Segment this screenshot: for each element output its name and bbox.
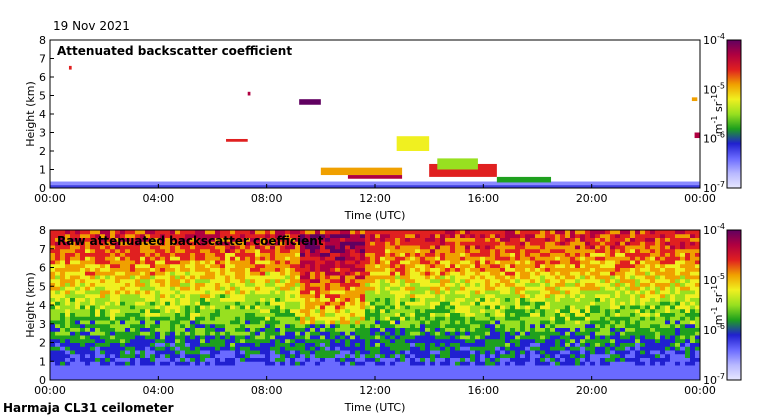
y-tick-label: 6 [39, 71, 46, 84]
x-axis-label: Time (UTC) [344, 401, 406, 414]
colorbar [726, 39, 742, 189]
x-tick-label: 00:00 [34, 192, 66, 205]
chart-panel-2: Raw attenuated backscatter coefficient00… [24, 222, 742, 414]
instrument-label: Harmaja CL31 ceilometer [3, 401, 174, 415]
x-tick-label: 12:00 [359, 384, 391, 397]
colorbar-tick-label: 10-7 [703, 180, 725, 195]
colorbar-tick-label: 10-7 [703, 372, 725, 387]
cloud-feature [299, 99, 321, 105]
plot-background [50, 40, 700, 188]
colorbar-tick-exponent: -7 [717, 372, 725, 381]
y-tick-label: 4 [39, 108, 46, 121]
cloud-feature [226, 138, 248, 142]
y-tick-label: 3 [39, 127, 46, 140]
y-tick-label: 7 [39, 243, 46, 256]
cloud-feature [68, 65, 72, 70]
colorbar-tick-label: 10-4 [703, 222, 725, 237]
colorbar-label-part: -1 [710, 116, 719, 124]
panel-title: Raw attenuated backscatter coefficient [57, 234, 324, 248]
colorbar-tick-exponent: -4 [717, 222, 725, 231]
colorbar-label-part: m [712, 124, 725, 135]
colorbar-tick-exponent: -5 [717, 272, 725, 281]
colorbar-label-part: sr [712, 292, 725, 306]
y-tick-label: 0 [39, 182, 46, 195]
colorbar [726, 229, 742, 381]
y-tick-label: 6 [39, 262, 46, 275]
y-tick-label: 7 [39, 53, 46, 66]
x-axis-label: Time (UTC) [344, 209, 406, 222]
x-tick-label: 00:00 [684, 192, 716, 205]
y-tick-label: 8 [39, 34, 46, 47]
cloud-feature [396, 136, 430, 151]
backscatter-field [50, 230, 700, 380]
colorbar-label-part: -1 [710, 285, 719, 293]
y-tick-label: 5 [39, 90, 46, 103]
colorbar-label-part: sr [712, 101, 725, 115]
cloud-feature [496, 176, 552, 183]
x-tick-label: 00:00 [34, 384, 66, 397]
x-tick-label: 16:00 [467, 192, 499, 205]
x-tick-label: 20:00 [576, 384, 608, 397]
y-tick-label: 3 [39, 318, 46, 331]
x-tick-label: 20:00 [576, 192, 608, 205]
colorbar-label-part: -1 [710, 94, 719, 102]
panel-title: Attenuated backscatter coefficient [57, 44, 292, 58]
colorbar-tick-exponent: -6 [717, 131, 725, 140]
colorbar-label-part: m [712, 315, 725, 326]
colorbar-tick-exponent: -6 [717, 322, 725, 331]
x-tick-label: 08:00 [251, 384, 283, 397]
cloud-feature [320, 167, 403, 176]
x-tick-label: 08:00 [251, 192, 283, 205]
x-tick-label: 04:00 [142, 192, 174, 205]
y-axis-label: Height (km) [24, 272, 37, 338]
colorbar-label: m-1 sr-1 [710, 285, 725, 325]
y-tick-label: 0 [39, 374, 46, 387]
x-tick-label: 12:00 [359, 192, 391, 205]
colorbar-tick-exponent: -4 [717, 32, 725, 41]
y-tick-label: 2 [39, 145, 46, 158]
colorbar-label-part: -1 [710, 307, 719, 315]
cloud-feature [437, 158, 478, 170]
cloud-feature [694, 132, 700, 139]
backscatter-field [50, 40, 700, 188]
colorbar-label: m-1 sr-1 [710, 94, 725, 134]
y-tick-label: 4 [39, 299, 46, 312]
y-tick-label: 1 [39, 164, 46, 177]
cloud-feature [691, 97, 698, 102]
colorbar-tick-exponent: -5 [717, 81, 725, 90]
x-tick-label: 16:00 [467, 384, 499, 397]
y-tick-label: 1 [39, 355, 46, 368]
y-tick-label: 8 [39, 224, 46, 237]
colorbar-tick-label: 10-5 [703, 272, 725, 287]
colorbar-tick-exponent: -7 [717, 180, 725, 189]
y-tick-label: 2 [39, 337, 46, 350]
y-axis-label: Height (km) [24, 81, 37, 147]
x-tick-label: 04:00 [142, 384, 174, 397]
y-tick-label: 5 [39, 280, 46, 293]
plot-date: 19 Nov 2021 [53, 19, 130, 33]
colorbar-tick-label: 10-4 [703, 32, 725, 47]
cloud-feature [247, 91, 251, 96]
x-tick-label: 00:00 [684, 384, 716, 397]
cloud-feature [347, 175, 403, 179]
